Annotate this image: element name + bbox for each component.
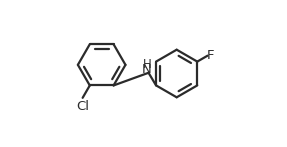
Text: F: F — [207, 49, 214, 62]
Text: N: N — [142, 63, 152, 76]
Text: H: H — [142, 58, 151, 71]
Text: Cl: Cl — [76, 100, 89, 113]
